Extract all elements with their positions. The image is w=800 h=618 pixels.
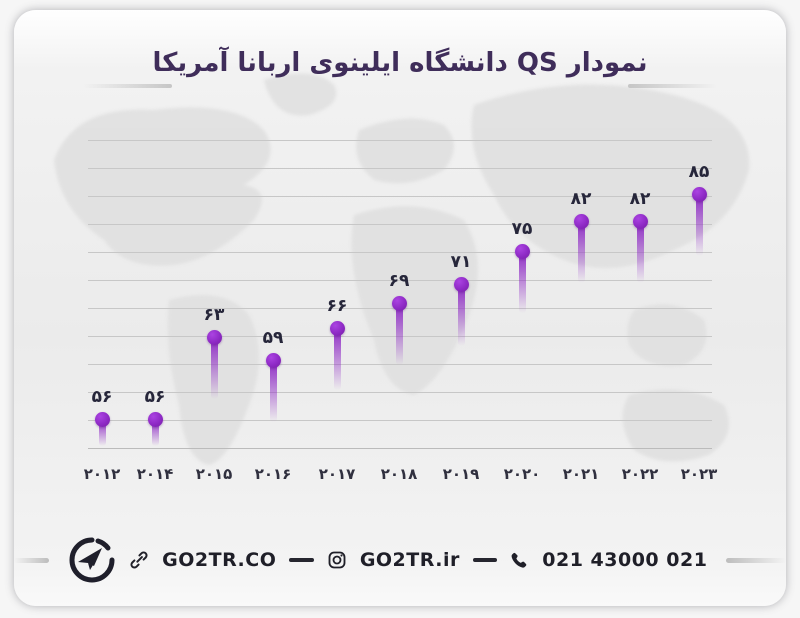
year-label: ۲۰۱۸	[380, 465, 418, 483]
gridline	[88, 420, 712, 421]
value-label: ۶۹	[388, 271, 410, 291]
year-label: ۲۰۱۲	[83, 465, 121, 483]
lollipop-tail	[395, 303, 403, 365]
header: نمودار QS دانشگاه ایلینوی اربانا آمریکا	[14, 40, 786, 88]
value-label: ۵۶	[91, 387, 113, 407]
lollipop-dot	[514, 243, 530, 259]
lollipop-dot	[265, 352, 281, 368]
value-label: ۵۶	[144, 387, 166, 407]
lollipop-tail	[577, 221, 585, 283]
lollipop-tail	[333, 328, 341, 390]
year-label: ۲۰۱۷	[318, 465, 356, 483]
gridline	[88, 196, 712, 197]
gridline	[88, 224, 712, 225]
link-icon	[130, 551, 148, 569]
year-label: ۲۰۱۴	[136, 465, 174, 483]
gridline	[88, 140, 712, 141]
phone-label: 021 43000 021	[542, 549, 708, 571]
lollipop-dot	[391, 295, 407, 311]
gridline	[88, 252, 712, 253]
lollipop-tail	[457, 284, 465, 346]
lollipop-dot	[147, 411, 163, 427]
value-label: ۸۲	[570, 189, 592, 209]
value-label: ۷۱	[450, 252, 472, 272]
infographic-card: نمودار QS دانشگاه ایلینوی اربانا آمریکا …	[14, 10, 786, 606]
lollipop-tail	[518, 251, 526, 313]
footer: GO2TR.CO GO2TR.ir 021 43000 021	[14, 532, 786, 588]
year-label: ۲۰۲۳	[680, 465, 718, 483]
website-label: GO2TR.CO	[162, 549, 277, 571]
lollipop-tail	[151, 419, 159, 446]
lollipop-dot	[329, 320, 345, 336]
lollipop-tail	[98, 419, 106, 446]
go2tr-logo	[69, 537, 115, 583]
instagram-icon	[328, 551, 346, 569]
footer-separator-dash	[289, 558, 314, 562]
lollipop-dot	[206, 329, 222, 345]
lollipop-tail	[636, 221, 644, 283]
title-decorative-line-left	[84, 84, 172, 88]
lollipop-tail	[269, 360, 277, 422]
lollipop-dot	[94, 411, 110, 427]
year-label: ۲۰۱۵	[195, 465, 233, 483]
year-label: ۲۰۲۲	[621, 465, 659, 483]
lollipop-dot	[691, 186, 707, 202]
value-label: ۵۹	[262, 328, 284, 348]
value-label: ۸۵	[688, 162, 710, 182]
value-label: ۶۳	[203, 305, 225, 325]
lollipop-tail	[210, 337, 218, 399]
lollipop-dot	[573, 213, 589, 229]
gridline	[88, 392, 712, 393]
lollipop-tail	[695, 194, 703, 256]
footer-separator-dash	[472, 558, 498, 562]
footer-edge-line-left	[14, 557, 50, 563]
year-label: ۲۰۲۰	[503, 465, 541, 483]
lollipop-dot	[632, 213, 648, 229]
value-label: ۸۲	[629, 189, 651, 209]
lollipop-dot	[453, 276, 469, 292]
gridline	[88, 280, 712, 281]
phone-icon	[511, 552, 527, 568]
year-label: ۲۰۲۱	[562, 465, 600, 483]
year-label: ۲۰۱۹	[442, 465, 480, 483]
gridline	[88, 168, 712, 169]
chart-area: ۵۶ ۲۰۱۲ ۵۶ ۲۰۱۴ ۶۳ ۲۰۱۵ ۵۹ ۲۰۱۶ ۶۶ ۲۰۱۷ ۶۹ ۲۰۱۸ ۷۱ ۲۰…	[14, 10, 786, 606]
gridline	[88, 448, 712, 449]
footer-edge-line-right	[726, 557, 786, 563]
world-map-background	[54, 73, 750, 465]
page-title: نمودار QS دانشگاه ایلینوی اربانا آمریکا	[152, 48, 648, 78]
title-decorative-line-right	[628, 84, 716, 88]
instagram-label: GO2TR.ir	[359, 549, 460, 571]
year-label: ۲۰۱۶	[254, 465, 292, 483]
value-label: ۶۶	[326, 296, 348, 316]
value-label: ۷۵	[511, 219, 533, 239]
